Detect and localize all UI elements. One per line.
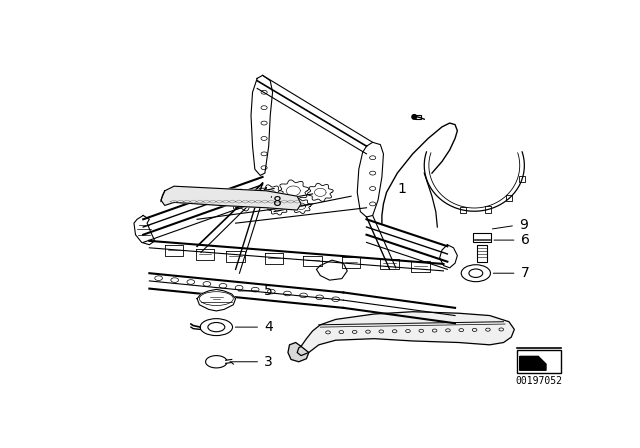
Text: 9: 9 bbox=[519, 219, 528, 233]
Bar bbox=[460, 207, 466, 213]
Polygon shape bbox=[197, 289, 236, 311]
Polygon shape bbox=[297, 312, 515, 356]
Text: 5: 5 bbox=[264, 284, 273, 298]
Text: 00197052: 00197052 bbox=[515, 376, 563, 386]
Text: 4: 4 bbox=[264, 320, 273, 334]
Bar bbox=[477, 245, 486, 262]
Text: 1: 1 bbox=[397, 181, 406, 195]
Bar bbox=[484, 207, 491, 213]
Bar bbox=[516, 350, 561, 373]
Bar bbox=[473, 233, 492, 242]
Text: 3: 3 bbox=[264, 355, 273, 369]
Bar bbox=[519, 176, 525, 182]
Text: 6: 6 bbox=[520, 233, 529, 247]
Bar bbox=[506, 195, 512, 201]
Polygon shape bbox=[288, 343, 308, 362]
Polygon shape bbox=[520, 356, 546, 370]
Bar bbox=[415, 116, 421, 119]
Text: 7: 7 bbox=[520, 266, 529, 280]
Circle shape bbox=[412, 115, 417, 119]
Polygon shape bbox=[161, 186, 301, 210]
Text: 8: 8 bbox=[273, 194, 282, 209]
